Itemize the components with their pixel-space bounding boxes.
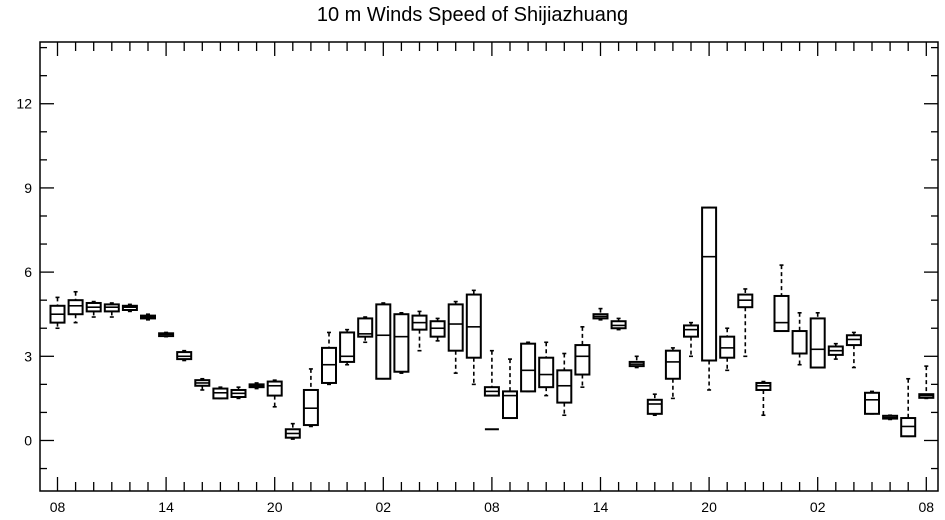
box-rect	[393, 313, 410, 373]
box-item	[701, 206, 718, 391]
box-item	[465, 289, 482, 386]
box-item	[683, 321, 699, 358]
x-tick-label: 08	[50, 499, 66, 515]
box-item	[520, 341, 537, 393]
box-rect	[809, 317, 826, 369]
box-rect	[520, 342, 537, 393]
box-item	[610, 317, 627, 331]
box-item	[737, 288, 754, 358]
box-item	[49, 296, 66, 330]
box-item	[574, 326, 591, 388]
box-rect	[67, 299, 84, 316]
box-item	[140, 313, 156, 321]
box-item	[719, 327, 736, 372]
box-item	[85, 300, 102, 318]
box-item	[628, 355, 645, 369]
x-tick-label: 08	[919, 499, 935, 515]
box-item	[900, 377, 917, 438]
box-item	[538, 341, 555, 397]
boxes-group	[49, 206, 935, 440]
box-item	[773, 264, 790, 333]
x-tick-label: 20	[267, 499, 283, 515]
box-item	[103, 302, 120, 318]
box-rect	[538, 356, 555, 389]
box-item	[483, 349, 500, 397]
box-item	[755, 380, 772, 417]
box-rect	[357, 317, 374, 338]
box-item	[121, 303, 138, 313]
box-rect	[646, 398, 663, 415]
x-tick-label: 08	[484, 499, 500, 515]
box-item	[357, 316, 374, 344]
chart-title: 10 m Winds Speed of Shijiazhuang	[316, 4, 629, 26]
box-rect	[701, 206, 718, 362]
y-tick-label: 6	[24, 264, 32, 280]
box-rect	[791, 330, 808, 355]
box-item	[212, 386, 229, 400]
box-item	[284, 422, 301, 440]
x-tick-label: 02	[810, 499, 826, 515]
box-item	[375, 302, 392, 380]
box-item	[882, 414, 899, 421]
box-item	[321, 331, 337, 386]
box-item	[502, 358, 518, 420]
y-tick-label: 12	[16, 96, 32, 112]
x-tick-label: 02	[376, 499, 392, 515]
box-item	[646, 393, 663, 417]
box-rect	[773, 294, 790, 333]
x-tick-label: 14	[593, 499, 609, 515]
x-tick-label: 14	[158, 499, 174, 515]
box-item	[411, 310, 428, 352]
box-item	[266, 379, 283, 408]
box-rect	[864, 391, 880, 415]
box-item	[918, 365, 935, 400]
box-item	[339, 328, 356, 366]
box-item	[791, 312, 808, 366]
box-item	[447, 300, 464, 374]
y-tick-label: 3	[24, 348, 32, 364]
box-item	[429, 317, 446, 342]
box-item	[393, 312, 410, 374]
y-tick-label: 0	[24, 432, 32, 448]
box-rect	[339, 331, 356, 363]
box-item	[592, 307, 609, 321]
box-rect	[266, 380, 283, 397]
box-rect	[502, 390, 518, 420]
box-item	[556, 352, 573, 417]
box-item	[845, 331, 862, 369]
box-item	[176, 349, 193, 362]
box-rect	[375, 303, 392, 380]
box-item	[158, 331, 175, 338]
box-item	[664, 347, 681, 400]
box-item	[194, 377, 211, 391]
box-item	[302, 368, 319, 428]
x-tick-label: 20	[701, 499, 717, 515]
box-rect	[447, 303, 464, 352]
box-item	[248, 382, 265, 390]
box-item	[230, 386, 247, 400]
box-item	[809, 312, 826, 369]
plot-frame	[39, 41, 939, 492]
box-rect	[574, 344, 591, 376]
box-item	[864, 390, 880, 415]
box-rect	[664, 349, 681, 380]
box-rect	[683, 324, 699, 338]
box-item	[67, 290, 84, 324]
y-tick-label: 9	[24, 180, 32, 196]
box-item	[827, 342, 844, 360]
x-axis: 08 14 20 02 08 14 20 02 08	[50, 42, 935, 515]
y-axis: 0 3 6 9 12	[16, 46, 938, 470]
